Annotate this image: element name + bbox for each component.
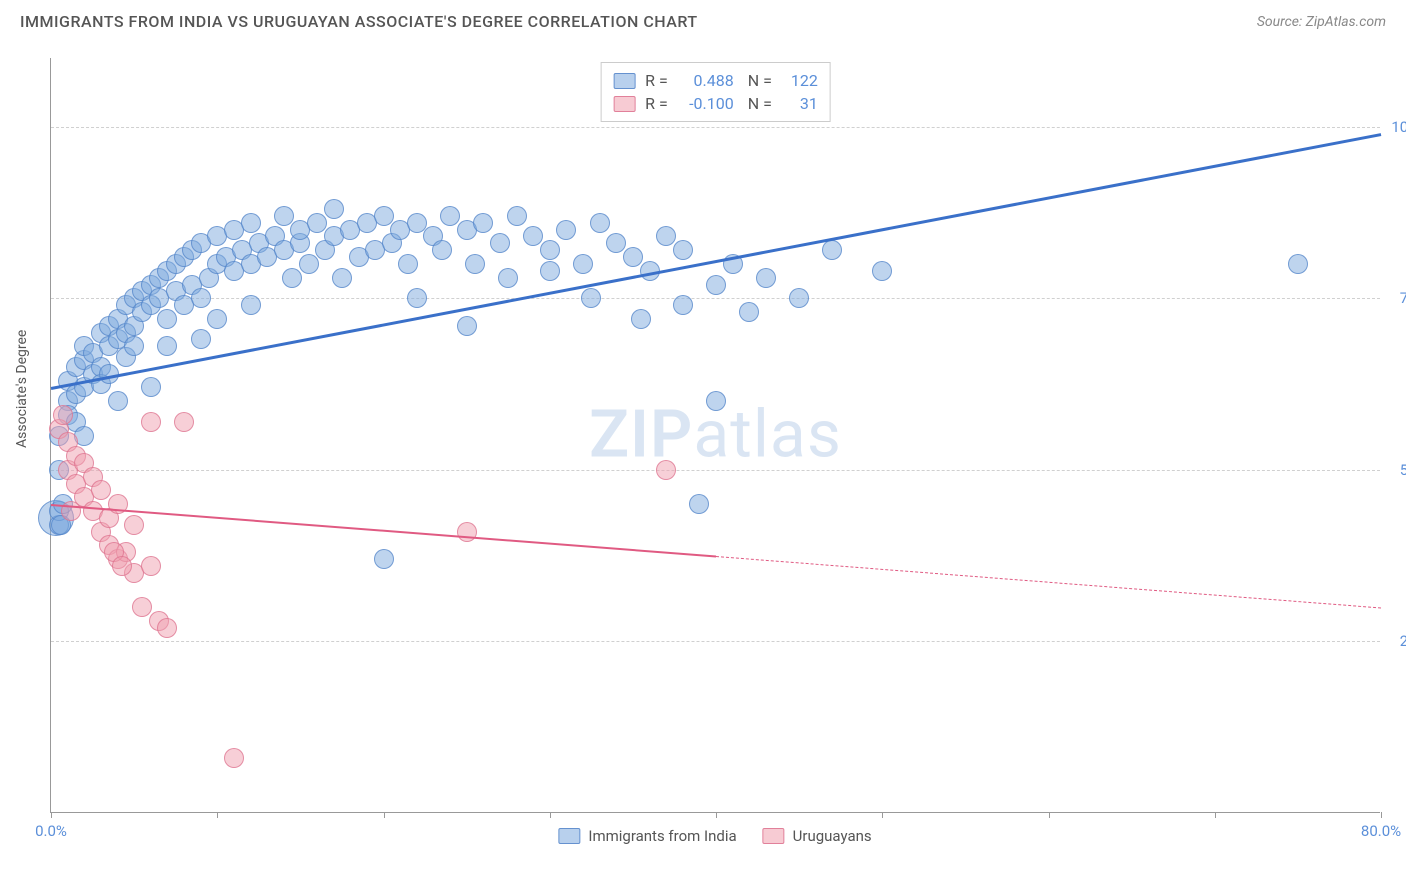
data-point — [656, 226, 676, 246]
data-point — [556, 220, 576, 240]
data-point — [440, 206, 460, 226]
data-point — [132, 597, 152, 617]
gridline — [51, 470, 1380, 471]
data-point — [465, 254, 485, 274]
data-point — [112, 556, 132, 576]
data-point — [299, 254, 319, 274]
data-point — [473, 213, 493, 233]
data-point — [157, 336, 177, 356]
data-point — [124, 336, 144, 356]
data-point — [174, 412, 194, 432]
chart-container: ZIPatlas R = 0.488 N = 122 R = -0.100 N … — [50, 58, 1380, 813]
data-point — [432, 240, 452, 260]
legend-row-uruguay: R = -0.100 N = 31 — [613, 92, 818, 115]
data-point — [108, 391, 128, 411]
data-point — [407, 213, 427, 233]
data-point — [606, 233, 626, 253]
data-point — [706, 275, 726, 295]
data-point — [581, 288, 601, 308]
data-point — [573, 254, 593, 274]
data-point — [457, 316, 477, 336]
xtick-mark — [716, 812, 717, 818]
data-point — [141, 412, 161, 432]
trendline — [716, 556, 1381, 608]
xtick-mark — [217, 812, 218, 818]
data-point — [673, 295, 693, 315]
xtick-label: 80.0% — [1361, 822, 1401, 840]
series-legend: Immigrants from India Uruguayans — [558, 827, 871, 845]
data-point — [689, 494, 709, 514]
data-point — [490, 233, 510, 253]
data-point — [407, 288, 427, 308]
data-point — [789, 288, 809, 308]
data-point — [157, 618, 177, 638]
legend-item-uruguay: Uruguayans — [763, 827, 872, 845]
chart-title: IMMIGRANTS FROM INDIA VS URUGUAYAN ASSOC… — [20, 12, 698, 31]
data-point — [507, 206, 527, 226]
data-point — [756, 268, 776, 288]
data-point — [374, 549, 394, 569]
data-point — [91, 480, 111, 500]
data-point — [157, 309, 177, 329]
xtick-mark — [1049, 812, 1050, 818]
source-label: Source: ZipAtlas.com — [1257, 14, 1386, 30]
legend-row-india: R = 0.488 N = 122 — [613, 69, 818, 92]
correlation-legend: R = 0.488 N = 122 R = -0.100 N = 31 — [600, 62, 831, 122]
plot-area: ZIPatlas R = 0.488 N = 122 R = -0.100 N … — [50, 58, 1380, 813]
xtick-label: 0.0% — [35, 822, 67, 840]
ytick-label: 25.0% — [1400, 632, 1406, 650]
xtick-mark — [1381, 812, 1382, 818]
data-point — [224, 748, 244, 768]
data-point — [498, 268, 518, 288]
data-point — [124, 515, 144, 535]
ytick-label: 50.0% — [1400, 461, 1406, 479]
data-point — [274, 206, 294, 226]
data-point — [191, 288, 211, 308]
data-point — [706, 391, 726, 411]
data-point — [141, 556, 161, 576]
data-point — [623, 247, 643, 267]
data-point — [872, 261, 892, 281]
legend-swatch-pink-icon — [613, 96, 635, 112]
data-point — [282, 268, 302, 288]
data-point — [673, 240, 693, 260]
xtick-mark — [51, 812, 52, 818]
data-point — [307, 213, 327, 233]
data-point — [1288, 254, 1308, 274]
legend-swatch-blue-icon — [558, 828, 580, 844]
xtick-mark — [384, 812, 385, 818]
data-point — [590, 213, 610, 233]
data-point — [324, 199, 344, 219]
legend-swatch-blue-icon — [613, 73, 635, 89]
xtick-mark — [882, 812, 883, 818]
y-axis-label: Associate's Degree — [14, 330, 30, 448]
data-point — [656, 460, 676, 480]
data-point — [739, 302, 759, 322]
data-point — [540, 240, 560, 260]
data-point — [241, 213, 261, 233]
data-point — [141, 377, 161, 397]
gridline — [51, 127, 1380, 128]
xtick-mark — [1215, 812, 1216, 818]
data-point — [631, 309, 651, 329]
data-point — [523, 226, 543, 246]
ytick-label: 75.0% — [1400, 289, 1406, 307]
ytick-label: 100.0% — [1391, 118, 1406, 136]
data-point — [332, 268, 352, 288]
data-point — [398, 254, 418, 274]
data-point — [53, 405, 73, 425]
data-point — [241, 295, 261, 315]
data-point — [374, 206, 394, 226]
legend-item-india: Immigrants from India — [558, 827, 736, 845]
data-point — [822, 240, 842, 260]
data-point — [207, 309, 227, 329]
chart-header: IMMIGRANTS FROM INDIA VS URUGUAYAN ASSOC… — [0, 0, 1406, 39]
xtick-mark — [550, 812, 551, 818]
gridline — [51, 641, 1380, 642]
data-point — [540, 261, 560, 281]
legend-swatch-pink-icon — [763, 828, 785, 844]
data-point — [191, 329, 211, 349]
